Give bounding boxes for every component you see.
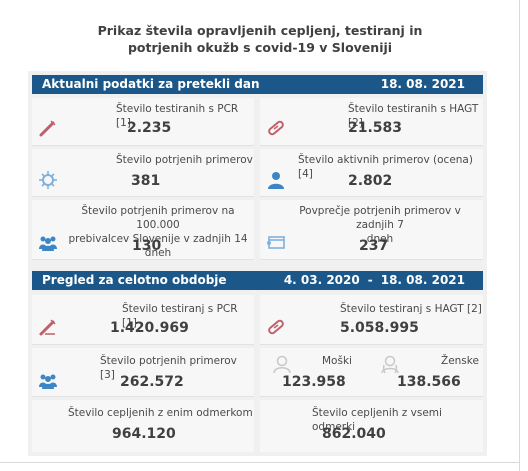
total-header-bar: Pregled za celotno obdobje 4. 03. 2020-1…: [32, 271, 483, 290]
title-line-2: potrjenih okužb s covid-19 v Sloveniji: [127, 40, 393, 55]
recent-per100k-card: Število potrjenih primerov na 100.000 pr…: [32, 200, 254, 260]
total-vacc-one-card: Število cepljenih z enim odmerkom 964.12…: [32, 400, 254, 452]
stats-panel: Aktualni podatki za pretekli dan 18. 08.…: [28, 71, 487, 456]
recent-active-value: 2.802: [348, 173, 393, 189]
total-pcr-value: 1.420.969: [110, 320, 189, 336]
recent-pcr-card: Število testiranih s PCR [1] 2.235: [32, 98, 254, 146]
recent-active-card: Število aktivnih primerov (ocena) [4] 2.…: [260, 149, 483, 197]
total-date-to: 18. 08. 2021: [380, 273, 465, 287]
group-icon: [38, 370, 58, 390]
test-tube-icon: [38, 317, 58, 337]
test-tube-icon: [38, 118, 58, 138]
male-value: 123.958: [282, 374, 346, 390]
recent-heading: Aktualni podatki za pretekli dan: [42, 77, 260, 91]
recent-confirmed-card: Število potrjenih primerov 381: [32, 149, 254, 197]
female-label: Ženske: [441, 355, 479, 367]
recent-active-label: Število aktivnih primerov (ocena) [4]: [298, 154, 473, 180]
recent-confirmed-label: Število potrjenih primerov: [116, 154, 253, 166]
total-pcr-label: Število testiranj s PCR [1]: [122, 303, 238, 329]
recent-per100k-value: 130: [132, 238, 162, 254]
total-confirmed-value: 262.572: [120, 374, 184, 390]
female-value: 138.566: [397, 374, 461, 390]
total-pcr-card: Število testiranj s PCR [1] 1.420.969: [32, 295, 254, 345]
recent-avg7-label: Povprečje potrjenih primerov v zadnjih 7…: [299, 205, 461, 245]
vacc-all-label: Število cepljenih z vsemi odmerki: [312, 407, 442, 433]
total-date-range: 4. 03. 2020-18. 08. 2021: [284, 271, 465, 290]
vacc-one-label: Število cepljenih z enim odmerkom: [68, 407, 253, 419]
recent-date: 18. 08. 2021: [380, 77, 465, 91]
recent-hagt-value: 21.583: [348, 120, 403, 136]
page-title: Prikaz števila opravljenih cepljenj, tes…: [20, 22, 500, 56]
total-confirmed-card: Število potrjenih primerov [3] 262.572: [32, 348, 254, 397]
total-hagt-label: Število testiranj s HAGT [2]: [340, 303, 482, 315]
male-icon: [272, 354, 292, 374]
total-date-from: 4. 03. 2020: [283, 273, 360, 287]
vacc-one-value: 964.120: [112, 426, 176, 442]
recent-hagt-label: Število testiranih s HAGT [2]: [348, 103, 479, 129]
total-hagt-card: Število testiranj s HAGT [2] 5.058.995: [260, 295, 483, 345]
total-date-separator: -: [367, 273, 373, 287]
total-heading: Pregled za celotno obdobje: [42, 273, 227, 287]
recent-pcr-label: Število testiranih s PCR [1]: [116, 103, 239, 129]
recent-pcr-value: 2.235: [127, 120, 172, 136]
vacc-all-value: 862.040: [322, 426, 386, 442]
recent-hagt-card: Število testiranih s HAGT [2] 21.583: [260, 98, 483, 146]
total-gender-card: Moški 123.958 Ženske 138.566: [260, 348, 483, 397]
female-icon: [380, 354, 400, 374]
recent-confirmed-value: 381: [131, 173, 161, 189]
recent-per100k-label: Število potrjenih primerov na 100.000 pr…: [68, 205, 248, 259]
male-label: Moški: [322, 355, 352, 367]
recent-avg7-value: 237: [359, 238, 389, 254]
right-divider: [519, 0, 520, 471]
calendar-icon: [266, 232, 286, 252]
virus-icon: [38, 170, 58, 190]
bottom-divider: [0, 462, 520, 463]
total-hagt-value: 5.058.995: [340, 320, 419, 336]
total-vacc-all-card: Število cepljenih z vsemi odmerki 862.04…: [260, 400, 483, 452]
recent-header-bar: Aktualni podatki za pretekli dan 18. 08.…: [32, 75, 483, 94]
total-confirmed-label: Število potrjenih primerov [3]: [100, 355, 237, 381]
group-icon: [38, 232, 58, 252]
rapid-test-icon: [266, 317, 286, 337]
rapid-test-icon: [266, 118, 286, 138]
person-icon: [266, 170, 286, 190]
title-line-1: Prikaz števila opravljenih cepljenj, tes…: [97, 23, 423, 38]
recent-avg7-card: Povprečje potrjenih primerov v zadnjih 7…: [260, 200, 483, 260]
